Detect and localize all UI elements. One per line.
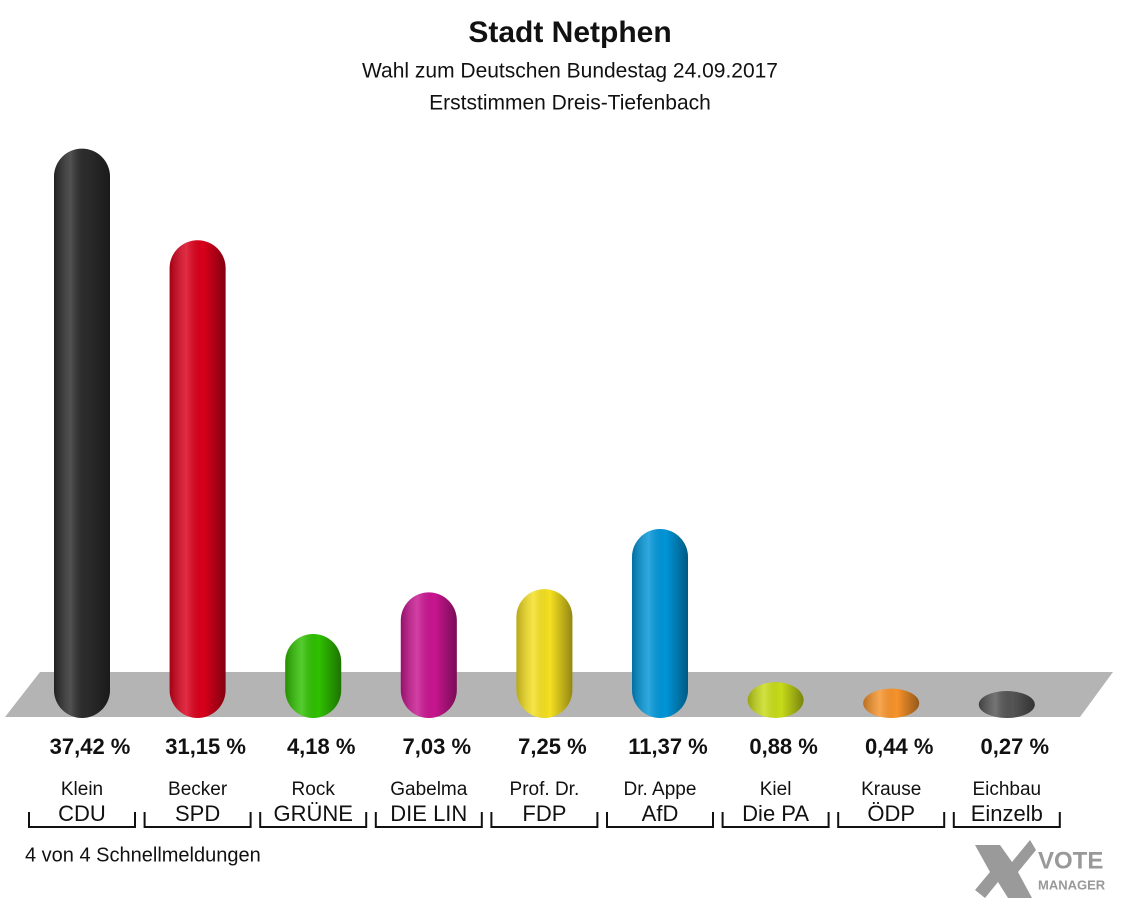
candidate-label: Prof. Dr. (510, 779, 580, 800)
logo-text: VOTE (1038, 847, 1103, 874)
candidate-label: Klein (61, 779, 103, 800)
logo: VOTE MANAGER (975, 840, 1106, 898)
bar (632, 528, 688, 718)
bar (516, 589, 573, 718)
bar (285, 633, 342, 718)
party-label: GRÜNE (273, 801, 352, 826)
party-bracket (952, 812, 1061, 828)
logo-icon (975, 840, 1036, 898)
logo-text: MANAGER (1038, 877, 1106, 892)
party-label: FDP (522, 801, 566, 826)
value-label: 4,18 % (287, 734, 356, 759)
value-label: 0,27 % (981, 734, 1050, 759)
bar (863, 688, 920, 718)
party-label: AfD (642, 801, 679, 826)
candidate-label: Eichbau (972, 779, 1041, 800)
bar (747, 682, 804, 718)
bar (978, 691, 1035, 718)
bar (400, 592, 457, 718)
candidate-label: Becker (168, 779, 228, 800)
party-label: ÖDP (867, 801, 915, 826)
candidate-label: Dr. Appe (624, 779, 697, 800)
value-label: 7,03 % (403, 734, 472, 759)
party-bracket (143, 812, 252, 828)
value-label: 37,42 % (50, 734, 131, 759)
party-bracket (28, 812, 136, 828)
value-label: 7,25 % (518, 734, 587, 759)
candidate-label: Kiel (760, 779, 792, 800)
party-bracket (374, 812, 483, 828)
party-label: SPD (175, 801, 220, 826)
chart-title: Stadt Netphen (468, 16, 671, 49)
candidate-label: Gabelma (390, 779, 468, 800)
candidate-label: Krause (861, 779, 921, 800)
party-bracket (490, 812, 599, 828)
value-label: 11,37 % (628, 734, 708, 759)
chart-subtitle: Erststimmen Dreis-Tiefenbach (429, 92, 711, 115)
footer-note: 4 von 4 Schnellmeldungen (25, 844, 261, 866)
party-label: DIE LIN (390, 801, 467, 826)
party-bracket (259, 812, 368, 828)
bar (54, 148, 110, 719)
value-label: 0,88 % (749, 734, 818, 759)
party-bracket (837, 812, 946, 828)
value-label: 0,44 % (865, 734, 934, 759)
party-label: CDU (58, 801, 106, 826)
party-bracket (721, 812, 830, 828)
value-label: 31,15 % (165, 734, 246, 759)
party-bracket (606, 812, 714, 828)
party-label: Einzelb (971, 801, 1043, 826)
bar (169, 240, 226, 718)
chart-subtitle: Wahl zum Deutschen Bundestag 24.09.2017 (362, 60, 778, 83)
party-label: Die PA (742, 801, 809, 826)
candidate-label: Rock (292, 779, 336, 800)
